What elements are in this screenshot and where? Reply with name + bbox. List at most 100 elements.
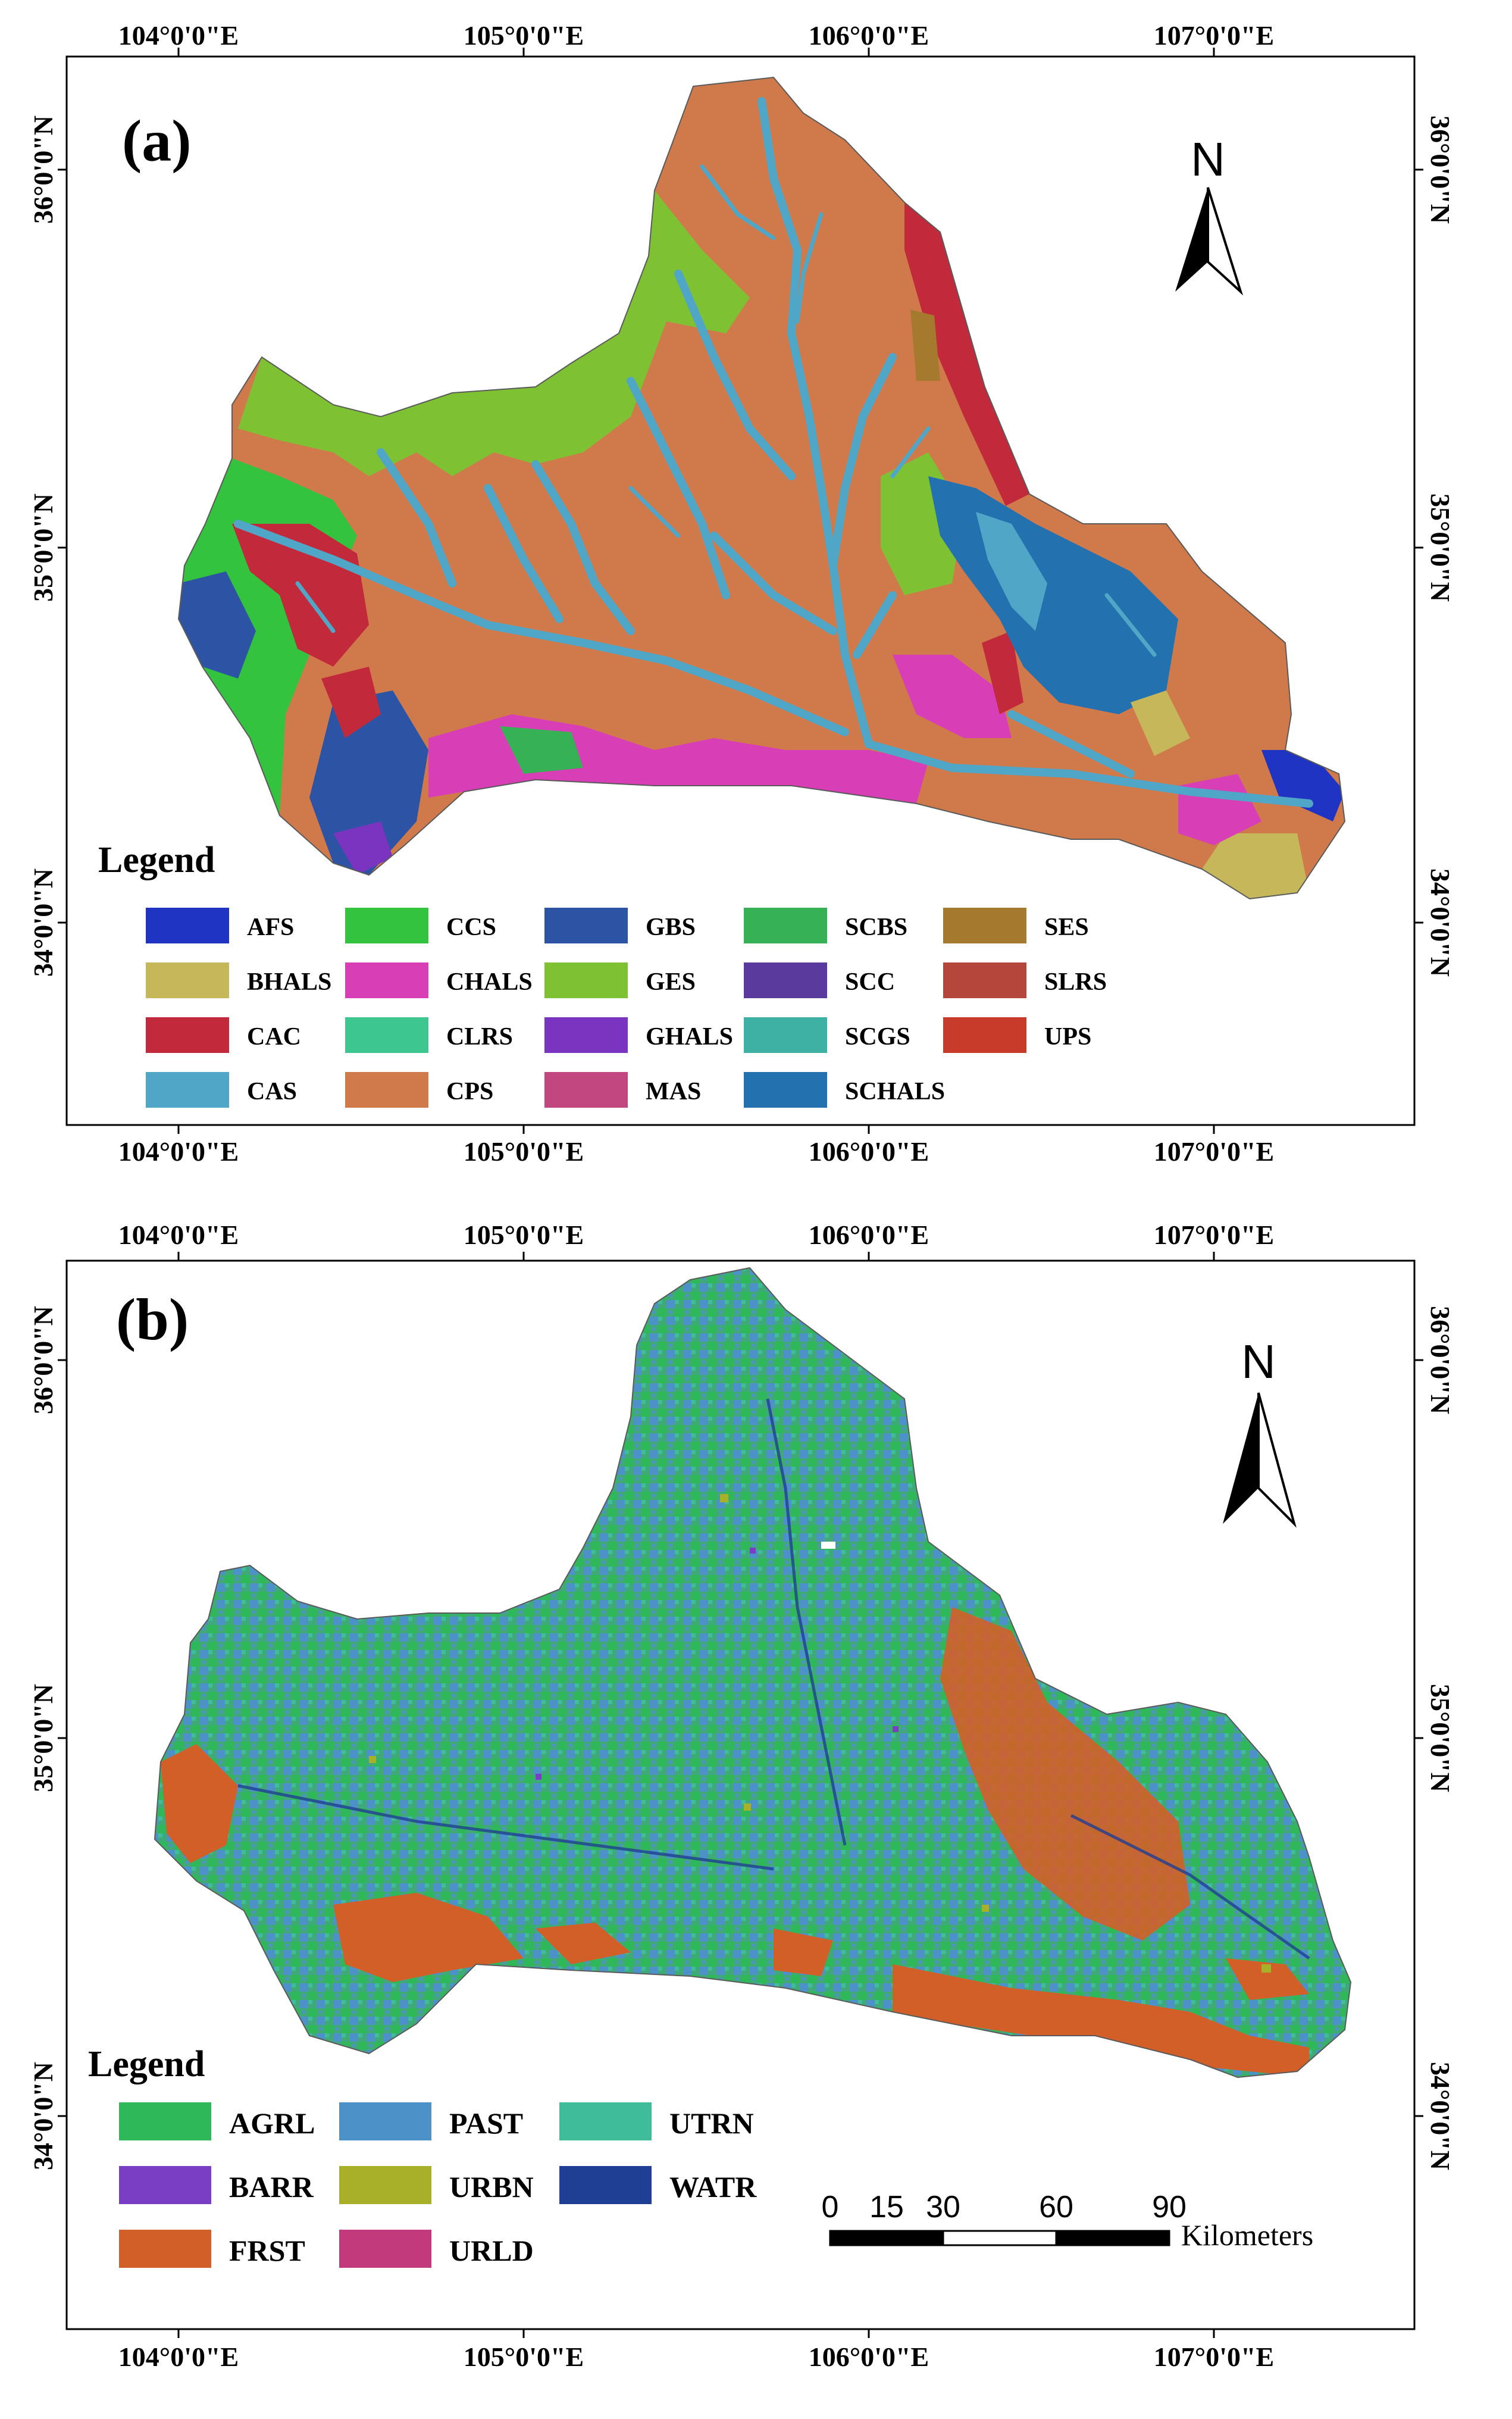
legend-swatch [544, 1017, 628, 1053]
scale-tick-0: 0 [822, 2190, 839, 2224]
legend-label: CPS [446, 1078, 493, 1105]
lon-label-bottom-107-b: 107°0'0"E [1154, 2342, 1274, 2372]
legend-label: SCBS [845, 914, 907, 941]
legend-label: SCC [845, 968, 895, 996]
legend-label: SLRS [1044, 968, 1107, 996]
legend-item-schals: SCHALS [744, 1072, 945, 1108]
lat-label-right-36-b: 36°0'0"N [1425, 1306, 1455, 1414]
legend-swatch [146, 962, 229, 998]
legend-swatch [345, 962, 428, 998]
legend-item-frst: FRST [119, 2230, 305, 2268]
legend-a: AFS BHALS CAC CAS CCS CHALS CLRS CPS GBS GES GHALS… [146, 908, 1107, 1108]
legend-swatch [744, 1072, 827, 1108]
north-label-a: N [1191, 133, 1225, 186]
legend-swatch [339, 2230, 431, 2268]
lat-label-right-35-b: 35°0'0"N [1425, 1684, 1455, 1792]
lon-label-top-106: 106°0'0"E [809, 20, 929, 51]
lat-label-left-35: 35°0'0"N [28, 493, 58, 602]
legend-label: CAS [247, 1078, 297, 1105]
legend-swatch [119, 2102, 211, 2140]
legend-swatch [146, 908, 229, 943]
lon-label-bottom-107: 107°0'0"E [1154, 1136, 1274, 1167]
watershed-outline-a [177, 76, 1346, 900]
legend-label: SCHALS [845, 1078, 945, 1105]
legend-item-mas: MAS [544, 1072, 701, 1108]
legend-item-slrs: SLRS [943, 962, 1107, 998]
legend-item-scgs: SCGS [744, 1017, 910, 1053]
legend-swatch [744, 1017, 827, 1053]
north-arrow-a: N [1175, 133, 1244, 296]
scale-tick-15: 15 [869, 2190, 904, 2224]
legend-label: URLD [449, 2234, 534, 2267]
panel-b: 104°0'0"E 105°0'0"E 106°0'0"E 107°0'0"E … [28, 1220, 1455, 2372]
lat-label-left-36-b: 36°0'0"N [28, 1306, 58, 1414]
legend-item-urbn: URBN [339, 2166, 534, 2204]
panel-label-a: (a) [122, 108, 192, 174]
lon-label-bottom-104: 104°0'0"E [118, 1136, 239, 1167]
legend-item-ses: SES [943, 908, 1089, 943]
legend-title-b: Legend [88, 2044, 205, 2084]
scale-bar: 0 15 30 60 90 Kilometers [822, 2190, 1314, 2252]
lat-label-left-34-b: 34°0'0"N [28, 2062, 58, 2170]
lat-label-right-35: 35°0'0"N [1425, 493, 1455, 602]
legend-label: MAS [646, 1078, 701, 1105]
legend-swatch [345, 1072, 428, 1108]
legend-label: GHALS [646, 1023, 733, 1051]
legend-item-afs: AFS [146, 908, 294, 943]
lon-label-top-106-b: 106°0'0"E [809, 1220, 929, 1250]
legend-label: CAC [247, 1023, 301, 1051]
legend-swatch [345, 908, 428, 943]
legend-swatch [146, 1017, 229, 1053]
legend-item-ups: UPS [943, 1017, 1091, 1053]
legend-label: GES [646, 968, 696, 996]
legend-b: AGRL BARR FRST PAST URBN URLD UTRN WATR [119, 2102, 757, 2268]
lon-label-top-104-b: 104°0'0"E [118, 1220, 239, 1250]
legend-label: AGRL [229, 2107, 315, 2140]
legend-item-barr: BARR [119, 2166, 314, 2204]
legend-swatch [559, 2102, 652, 2140]
panel-a: 104°0'0"E 105°0'0"E 106°0'0"E 107°0'0"E … [28, 20, 1455, 1167]
lon-label-top-105-b: 105°0'0"E [464, 1220, 584, 1250]
legend-swatch [943, 1017, 1026, 1053]
lon-label-bottom-106-b: 106°0'0"E [809, 2342, 929, 2372]
legend-item-past: PAST [339, 2102, 523, 2140]
legend-title-a: Legend [98, 840, 215, 880]
legend-item-gbs: GBS [544, 908, 696, 943]
lon-label-top-107-b: 107°0'0"E [1154, 1220, 1274, 1250]
legend-label: CLRS [446, 1023, 513, 1051]
legend-label: CHALS [446, 968, 533, 996]
legend-item-cps: CPS [345, 1072, 493, 1108]
legend-item-ges: GES [544, 962, 696, 998]
legend-label: URBN [449, 2170, 534, 2204]
graticule-ticks-b [58, 1252, 1423, 2338]
scale-tick-60: 60 [1039, 2190, 1073, 2224]
graticule-ticks-a [58, 48, 1423, 1134]
legend-label: BARR [229, 2170, 314, 2204]
lat-label-right-34: 34°0'0"N [1425, 868, 1455, 977]
scale-tick-90: 90 [1152, 2190, 1187, 2224]
legend-label: AFS [247, 914, 294, 941]
legend-item-cas: CAS [146, 1072, 297, 1108]
legend-item-clrs: CLRS [345, 1017, 513, 1053]
legend-item-ccs: CCS [345, 908, 496, 943]
lon-label-top-105: 105°0'0"E [464, 20, 584, 51]
lon-label-bottom-105: 105°0'0"E [464, 1136, 584, 1167]
legend-label: GBS [646, 914, 696, 941]
legend-item-bhals: BHALS [146, 962, 331, 998]
legend-item-cac: CAC [146, 1017, 301, 1053]
legend-swatch [544, 1072, 628, 1108]
legend-item-scbs: SCBS [744, 908, 907, 943]
north-label-b: N [1241, 1335, 1276, 1388]
panel-label-b: (b) [116, 1286, 189, 1352]
lon-label-top-107: 107°0'0"E [1154, 20, 1274, 51]
legend-swatch [119, 2230, 211, 2268]
lon-label-top-104: 104°0'0"E [118, 20, 239, 51]
legend-label: FRST [229, 2234, 305, 2267]
lon-label-bottom-106: 106°0'0"E [809, 1136, 929, 1167]
legend-swatch [744, 962, 827, 998]
legend-item-agrl: AGRL [119, 2102, 315, 2140]
legend-label: BHALS [247, 968, 331, 996]
watershed-outline-b [154, 1267, 1352, 2079]
